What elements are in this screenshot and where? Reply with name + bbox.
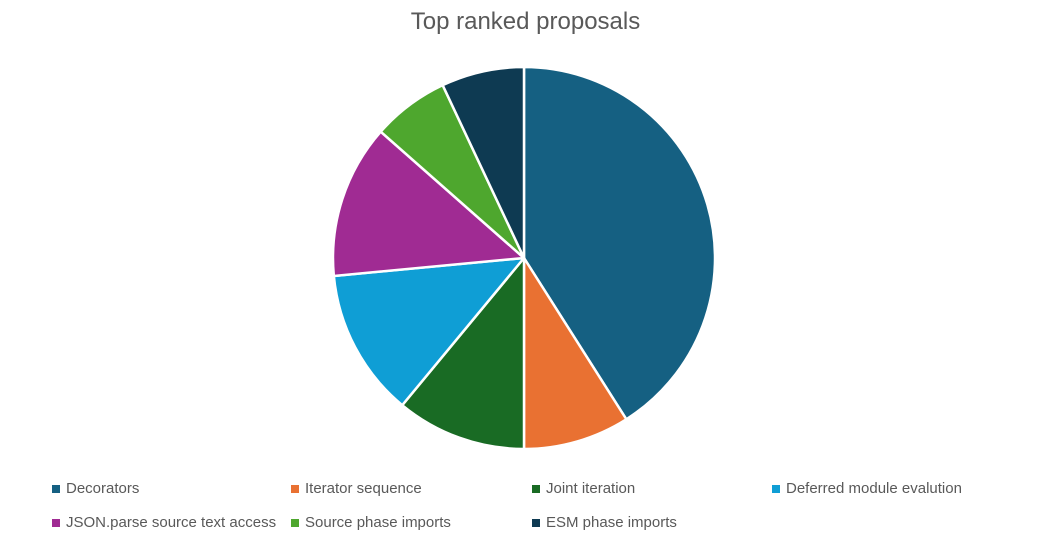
pie-slice-deferred-module-evalution — [332, 256, 526, 407]
pie-slice-esm-phase-imports — [441, 65, 526, 260]
pie-slice-json-parse-source-text-access — [331, 130, 526, 278]
pie-slice-joint-iteration — [401, 256, 526, 451]
pie-slice-iterator-sequence — [522, 256, 628, 451]
chart-title: Top ranked proposals — [410, 8, 641, 35]
